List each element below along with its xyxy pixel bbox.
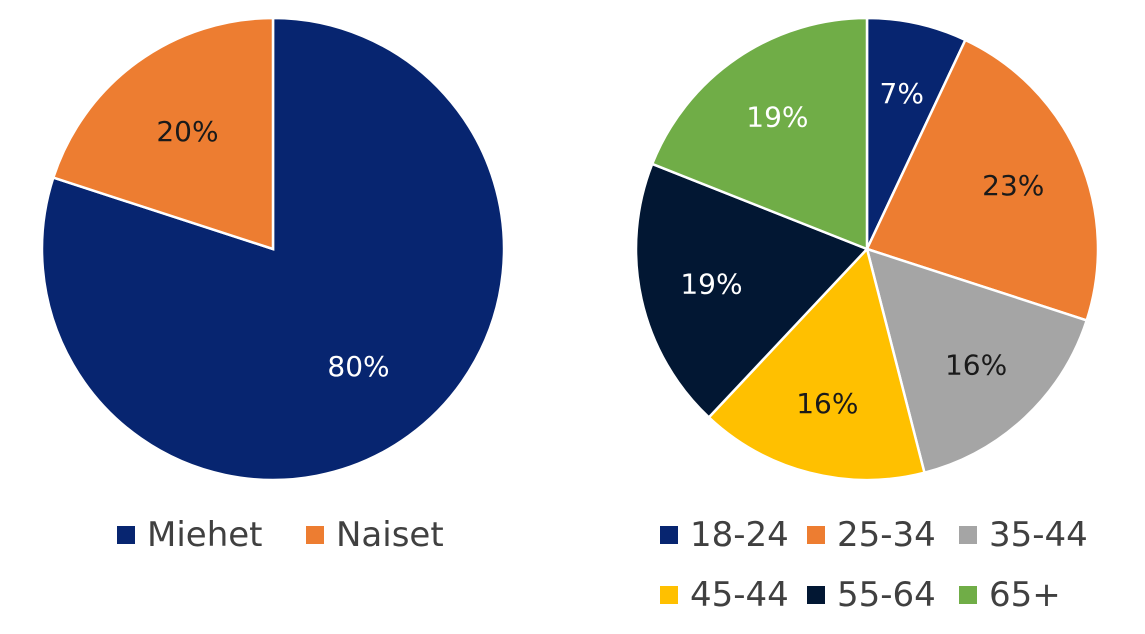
legend-swatch-18-24 <box>660 526 678 544</box>
legend-label-18-24: 18-24 <box>690 515 789 555</box>
legend-label-55-64: 55-64 <box>837 575 936 615</box>
legend-label-35-44: 35-44 <box>989 515 1088 555</box>
data-label-65: 19% <box>746 101 808 134</box>
legend-label-65: 65+ <box>989 575 1061 615</box>
age-pie-chart: 7% 23% 16% 16% 19% 19% <box>634 16 1100 482</box>
data-label-25-34: 23% <box>982 169 1044 202</box>
pie-slice-35-44 <box>865 247 1089 475</box>
legend-swatch-45-44 <box>660 586 678 604</box>
legend-swatch-miehet <box>117 526 135 544</box>
pie-slice-45-44 <box>707 246 926 482</box>
pie-slice-65 <box>650 16 869 251</box>
data-label-18-24: 7% <box>880 77 924 110</box>
legend-swatch-65 <box>959 586 977 604</box>
legend-label-45-44: 45-44 <box>690 575 789 615</box>
legend-label-miehet: Miehet <box>147 515 263 555</box>
data-label-miehet: 80% <box>327 350 389 383</box>
pie-slice-18-24 <box>865 16 968 250</box>
legend-swatch-35-44 <box>959 526 977 544</box>
legend-swatch-naiset <box>306 526 324 544</box>
data-label-35-44: 16% <box>945 349 1007 382</box>
gender-legend: Miehet Naiset <box>117 515 444 555</box>
pie-slice-miehet <box>40 16 506 482</box>
legend-swatch-55-64 <box>807 586 825 604</box>
pie-slice-25-34 <box>865 38 1100 322</box>
age-legend: 18-24 25-34 35-44 45-44 55-64 65+ <box>660 515 1088 615</box>
pie-slice-naiset <box>51 16 275 251</box>
legend-swatch-25-34 <box>807 526 825 544</box>
data-label-45-44: 16% <box>796 387 858 420</box>
legend-label-naiset: Naiset <box>336 515 444 555</box>
legend-label-25-34: 25-34 <box>837 515 936 555</box>
data-label-55-64: 19% <box>680 267 742 300</box>
gender-pie-chart: 80% 20% <box>40 16 506 482</box>
data-label-naiset: 20% <box>156 115 218 148</box>
